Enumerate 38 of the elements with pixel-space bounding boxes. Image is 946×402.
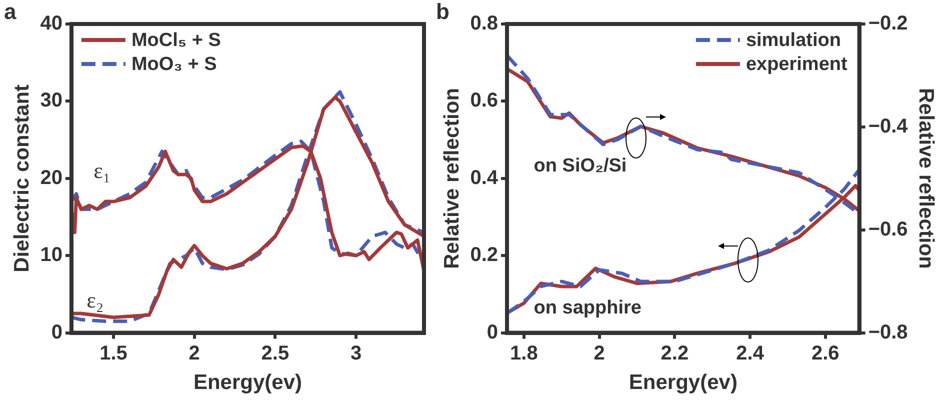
y-tick-label: 0 — [51, 321, 62, 344]
x-tick-label: 2.2 — [660, 342, 689, 364]
x-tick-label: 1.5 — [100, 342, 128, 364]
chart-title: a — [4, 0, 17, 24]
chart-title: b — [436, 0, 450, 24]
x-tick-label: 2 — [594, 342, 605, 364]
y-axis-title: Relative reflection — [440, 88, 464, 269]
y-tick-label: 0.2 — [470, 244, 498, 266]
y-tick-label: 20 — [40, 166, 62, 189]
y-tick-label: 0.8 — [470, 12, 498, 35]
x-tick-label: 2.5 — [261, 342, 290, 364]
y-tick-label: 0.4 — [470, 166, 499, 189]
legend-label: MoCl₅ + S — [131, 30, 221, 52]
y2-tick-label: −0.4 — [868, 115, 909, 138]
annotation: on SiO₂/Si — [534, 155, 627, 176]
legend-label: MoO₃ + S — [131, 54, 217, 76]
y2-tick-label: −0.6 — [868, 218, 908, 240]
legend-label: experiment — [746, 54, 848, 76]
legend-label: simulation — [746, 30, 841, 52]
y-tick-label: 40 — [40, 12, 62, 35]
y2-axis-title: Relative reflection — [914, 88, 938, 269]
x-axis-title: Energy(ev) — [628, 371, 738, 394]
x-tick-label: 2.4 — [736, 342, 765, 364]
x-tick-label: 3 — [350, 342, 362, 364]
y-tick-label: 30 — [40, 90, 62, 112]
y-axis-title: Dielectric constant — [10, 84, 34, 272]
annotation: ε₂ — [86, 288, 104, 313]
y-tick-label: 0 — [486, 321, 498, 344]
y2-tick-label: −0.8 — [868, 321, 908, 344]
y2-tick-label: −0.2 — [868, 12, 908, 35]
x-tick-label: 2.6 — [812, 342, 840, 364]
annotation: on sapphire — [534, 297, 642, 318]
x-axis-title: Energy(ev) — [193, 371, 302, 394]
x-tick-label: 2 — [188, 342, 200, 364]
y-tick-label: 0.6 — [470, 90, 498, 112]
y-tick-label: 10 — [40, 244, 62, 266]
x-tick-label: 1.8 — [510, 342, 538, 364]
annotation: ε₁ — [94, 158, 111, 184]
